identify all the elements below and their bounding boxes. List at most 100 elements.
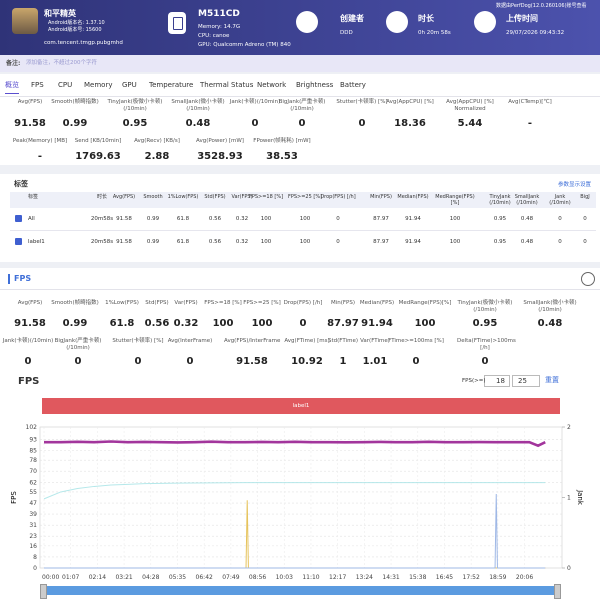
upload-value: 29/07/2026 09:43:32 [506, 30, 565, 36]
tab-bar [0, 74, 600, 97]
x-tick-label: 05:35 [169, 574, 186, 581]
note-label: 备注: [6, 60, 21, 67]
tab[interactable]: CPU [58, 81, 73, 89]
column-header: Jank (/10min) [549, 194, 571, 206]
metric-label: Avg(FPS) [17, 300, 43, 306]
reset-button[interactable]: 重置 [545, 376, 559, 384]
table-cell: 0 [336, 239, 340, 245]
table-cell: 87.97 [373, 216, 389, 222]
y-tick-label: 93 [29, 436, 37, 443]
table-cell: 100 [299, 239, 311, 245]
device-model: M511CD [198, 9, 240, 19]
metric-value: 0.48 [537, 318, 563, 329]
filter-input[interactable] [512, 375, 540, 387]
table-cell: 91.58 [116, 239, 132, 245]
table-cell: 0 [336, 216, 340, 222]
metric-label: BigJank(严重卡顿)(/10min) [54, 338, 102, 351]
row-checkbox[interactable] [15, 215, 22, 222]
table-cell: 61.8 [176, 216, 190, 222]
x-tick-label: 02:14 [89, 574, 106, 581]
band-label: label1 [292, 403, 310, 409]
series-line [44, 440, 546, 448]
tab[interactable]: Network [257, 81, 287, 89]
metric-value: 100 [212, 318, 234, 329]
viewer-note: 数据由PerfDog(12.0.260106)账号查看 [496, 3, 587, 9]
tab[interactable]: Brightness [296, 81, 334, 89]
table-cell: 20m58s [90, 216, 114, 222]
metric-value: - [37, 151, 43, 162]
column-header: BigJ [580, 194, 590, 200]
column-header: Drop(FPS) [/h] [320, 194, 356, 200]
x-tick-label: 20:06 [516, 574, 533, 581]
metric-value: 0.95 [472, 318, 498, 329]
y2-tick-label: 1 [567, 495, 571, 502]
tab[interactable]: Thermal Status [200, 81, 254, 89]
tab[interactable]: Memory [84, 81, 113, 89]
x-tick-label: 15:38 [409, 574, 426, 581]
metric-label: Avg(Recv) [KB/s] [134, 138, 180, 144]
table-cell: 100 [449, 239, 461, 245]
y2-tick-label: 0 [567, 565, 571, 572]
metric-value: 38.53 [266, 151, 298, 162]
x-tick-label: 07:49 [222, 574, 239, 581]
metric-label: Delta(FTime)>100ms [/h] [457, 338, 516, 351]
metric-label: Stutter(卡顿率) [%] [112, 338, 164, 344]
metric-label: Avg(AppCPU) [%] Normalized [446, 99, 494, 112]
metric-value: 0 [186, 356, 194, 367]
table-cell: 0.32 [235, 216, 249, 222]
x-tick-label: 06:42 [196, 574, 213, 581]
range-slider[interactable] [42, 586, 558, 595]
table-cell: 0 [583, 216, 587, 222]
metric-value: 1.01 [362, 356, 388, 367]
tab[interactable]: FPS [31, 81, 44, 89]
tab[interactable]: Temperature [149, 81, 194, 89]
labels-panel [0, 174, 600, 262]
tab[interactable]: Battery [340, 81, 366, 89]
metric-value: 0.32 [173, 318, 199, 329]
tab[interactable]: 概览 [5, 81, 19, 95]
tab[interactable]: GPU [122, 81, 137, 89]
table-cell: 0.95 [493, 216, 507, 222]
y-tick-label: 8 [33, 554, 37, 561]
column-header: 标签 [28, 194, 39, 200]
app-version-code: Android版本号: 15600 [48, 27, 102, 33]
device-gpu: GPU: Qualcomm Adreno (TM) 840 [198, 42, 291, 48]
chart-title: FPS [18, 376, 40, 387]
column-header: FPS>=18 [%] [248, 194, 284, 200]
creator-label: 创建者 [340, 14, 364, 23]
table-cell: 0.32 [235, 239, 249, 245]
table-cell: 100 [449, 216, 461, 222]
metric-value: 91.94 [361, 318, 393, 329]
metric-value: 0 [358, 118, 366, 129]
metric-value: 0 [134, 356, 142, 367]
metric-value: 0 [251, 118, 259, 129]
note-input[interactable]: 添加备注，不超过200个字符 [26, 60, 97, 66]
metric-value: 100 [251, 318, 273, 329]
filter-input[interactable] [484, 375, 510, 387]
table-cell: 0.48 [520, 239, 534, 245]
y2-tick-label: 2 [567, 424, 571, 431]
metric-value: 0 [412, 356, 420, 367]
metric-label: Avg(FTime) [ms] [284, 338, 330, 344]
row-checkbox[interactable] [15, 238, 22, 245]
metric-label: Var(FTime) [360, 338, 390, 344]
creator-icon [296, 11, 318, 33]
metric-label: Smooth(帧畸指数) [51, 99, 99, 105]
filter-value[interactable]: 25 [518, 377, 527, 385]
metric-label: Avg(FPS) [17, 99, 43, 105]
divider [0, 289, 600, 290]
filter-value[interactable]: 18 [496, 377, 505, 385]
column-header: Std(FPS) [204, 194, 226, 200]
metric-value: 61.8 [109, 318, 135, 329]
row-divider [10, 230, 596, 231]
table-cell: 100 [260, 216, 272, 222]
x-tick-label: 12:17 [329, 574, 346, 581]
y-tick-label: 78 [29, 457, 37, 464]
collapse-button[interactable] [581, 272, 595, 286]
metric-value: 0 [24, 356, 32, 367]
metric-value: 0 [298, 118, 306, 129]
metric-value: 3528.93 [197, 151, 243, 162]
settings-link[interactable]: 参数显示设置 [558, 182, 592, 188]
y-tick-label: 47 [29, 500, 37, 507]
metric-label: Jank(卡顿)(/10min) [2, 338, 54, 344]
